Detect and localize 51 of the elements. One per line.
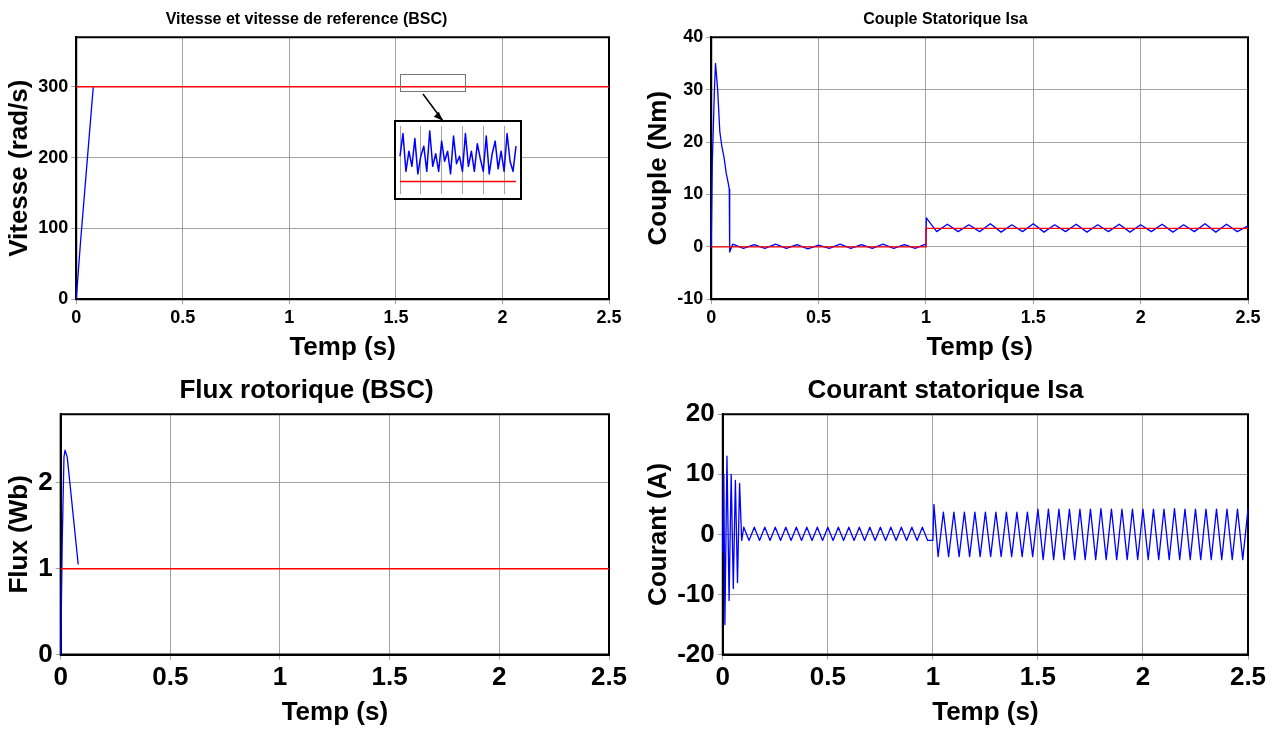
x-tick-label: 1 (284, 306, 295, 327)
y-tick-label: 1 (38, 551, 53, 582)
x-axis-title: Temp (s) (281, 695, 389, 726)
y-tick-label: 10 (683, 183, 704, 204)
x-tick-label: 0 (71, 306, 82, 327)
x-tick-label: 1.5 (1020, 306, 1046, 327)
y-axis-title: Couple (Nm) (641, 90, 672, 246)
y-tick-label: -10 (677, 577, 715, 608)
x-tick-label: 2 (492, 661, 507, 692)
x-tick-label: 2 (1135, 306, 1146, 327)
y-axis-title: Flux (Wb) (2, 475, 33, 594)
y-tick-label: 0 (38, 637, 53, 668)
chart-title: Flux rotorique (BSC) (179, 373, 434, 404)
x-tick-label: 1 (272, 661, 288, 692)
y-tick-label: 200 (38, 146, 69, 167)
x-tick-label: 1.5 (371, 661, 408, 692)
chart-title: Couple Statorique Isa (863, 10, 1028, 28)
y-tick-label: 100 (38, 217, 69, 238)
y-axis-title: Vitesse (rad/s) (2, 79, 33, 257)
x-axis-title: Temp (s) (932, 695, 1039, 726)
y-tick-label: 20 (683, 130, 704, 151)
x-tick-label: 0.5 (170, 306, 196, 327)
y-axis-title: Courant (A) (641, 462, 672, 606)
x-tick-label: 1.5 (1019, 661, 1056, 692)
x-tick-label: 0.5 (809, 661, 846, 692)
y-tick-label: 2 (38, 466, 53, 497)
x-tick-label: 2.5 (596, 306, 622, 327)
y-tick-label: 40 (683, 26, 704, 47)
y-tick-label: 0 (58, 288, 69, 309)
x-tick-label: 2 (497, 306, 508, 327)
y-tick-label: 0 (693, 235, 704, 256)
x-tick-label: 0.5 (806, 306, 832, 327)
y-tick-label: -20 (677, 637, 715, 668)
x-tick-label: 2 (1135, 661, 1151, 692)
x-axis-title: Temp (s) (926, 330, 1033, 361)
x-tick-label: 2.5 (1229, 661, 1267, 692)
y-tick-label: 30 (683, 78, 704, 99)
y-tick-label: 0 (700, 517, 715, 548)
x-tick-label: 2.5 (590, 661, 628, 692)
chart-title: Courant statorique Isa (807, 373, 1084, 404)
x-axis-title: Temp (s) (289, 330, 396, 361)
x-tick-label: 1 (925, 661, 941, 692)
y-tick-label: 10 (685, 457, 715, 488)
x-tick-label: 1.5 (383, 306, 409, 327)
x-tick-label: 0.5 (152, 661, 189, 692)
chart-title: Vitesse et vitesse de reference (BSC) (165, 10, 448, 28)
y-tick-label: 20 (685, 397, 715, 428)
x-tick-label: 2.5 (1235, 306, 1261, 327)
x-tick-label: 1 (920, 306, 931, 327)
y-tick-label: 300 (38, 75, 69, 96)
y-tick-label: -10 (677, 288, 704, 309)
